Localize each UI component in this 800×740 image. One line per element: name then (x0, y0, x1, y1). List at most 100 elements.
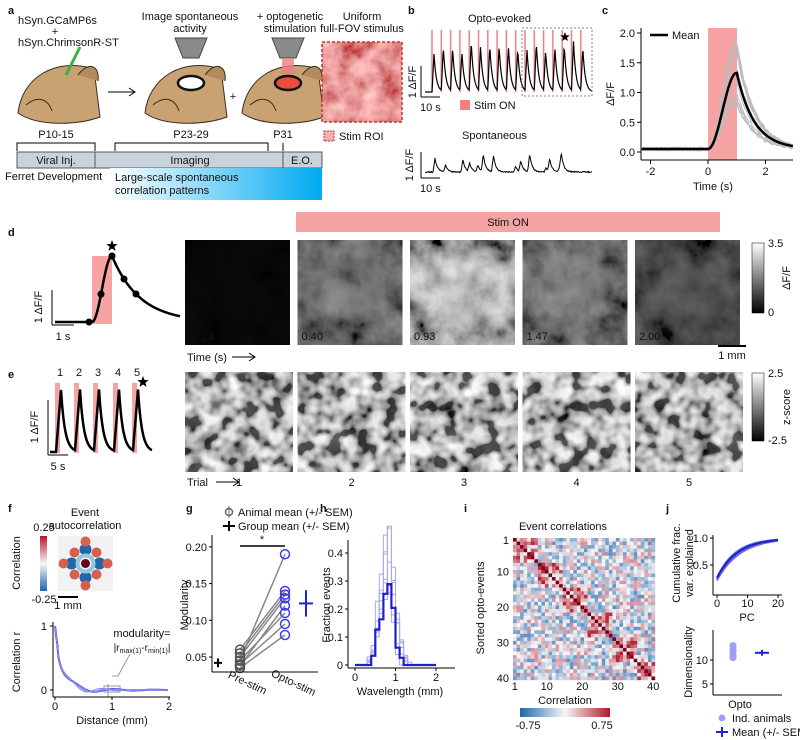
matrix-cell (647, 594, 652, 599)
matrix-cell (608, 648, 613, 652)
matrix-cell (516, 566, 521, 571)
matrix-cell (541, 672, 546, 677)
matrix-cell (605, 672, 610, 677)
matrix-cell (615, 672, 620, 677)
matrix-cell (587, 541, 592, 546)
matrix-cell (605, 587, 610, 592)
matrix-cell (608, 587, 613, 592)
matrix-cell (516, 601, 521, 606)
matrix-cell (544, 573, 549, 578)
matrix-cell (566, 623, 570, 627)
matrix-cell (619, 541, 624, 546)
matrix-cell (537, 601, 542, 606)
matrix-cell (591, 538, 595, 542)
matrix-cell (644, 594, 649, 599)
matrix-cell (591, 545, 595, 549)
matrix-cell (615, 577, 620, 581)
matrix-cell (555, 609, 560, 613)
matrix-cell (651, 665, 656, 670)
matrix-cell (640, 573, 645, 578)
matrix-cell (623, 616, 627, 620)
matrix-cell (626, 676, 631, 681)
matrix-cell (612, 619, 617, 624)
matrix-cell (594, 601, 599, 606)
matrix-cell (584, 577, 588, 581)
matrix-cell (537, 587, 542, 592)
matrix-cell (527, 555, 531, 560)
matrix-cell (591, 630, 595, 635)
matrix-cell (555, 655, 560, 659)
matrix-cell (530, 672, 535, 677)
matrix-cell (555, 584, 560, 588)
matrix-cell (530, 566, 535, 571)
matrix-cell (630, 655, 634, 659)
matrix-cell (630, 619, 634, 624)
matrix-cell (566, 658, 570, 663)
matrix-cell (644, 559, 649, 564)
matrix-cell (523, 623, 528, 627)
matrix-cell (633, 538, 638, 542)
matrix-cell (555, 598, 560, 603)
matrix-cell (548, 559, 553, 564)
matrix-cell (534, 616, 539, 620)
label: Event (71, 507, 99, 519)
matrix-cell (530, 569, 535, 574)
animal-line (239, 553, 286, 661)
matrix-cell (569, 541, 574, 546)
matrix-cell (523, 651, 528, 656)
blob (65, 557, 78, 570)
matrix-cell (573, 591, 578, 595)
label: P10-15 (38, 129, 73, 141)
label: Sorted opto-events (475, 561, 487, 654)
matrix-cell (548, 548, 553, 553)
matrix-cell (555, 637, 560, 642)
matrix-cell (520, 658, 524, 663)
matrix-cell (640, 545, 645, 549)
matrix-cell (637, 619, 641, 624)
matrix-cell (527, 566, 531, 571)
matrix-cell (591, 541, 595, 546)
matrix-cell (623, 609, 627, 613)
matrix-cell (576, 623, 581, 627)
matrix-cell (552, 601, 556, 606)
matrix-cell (552, 591, 556, 595)
matrix-cell (594, 633, 599, 638)
frame-time: 0.93 (414, 331, 435, 343)
matrix-cell (605, 669, 610, 674)
matrix-cell (626, 648, 631, 652)
matrix-cell (587, 665, 592, 670)
matrix-cell (615, 648, 620, 652)
matrix-cell (601, 616, 606, 620)
matrix-cell (573, 658, 578, 663)
matrix-cell (584, 651, 588, 656)
matrix-cell (559, 541, 563, 546)
label: Ferret Development (5, 171, 102, 183)
matrix-cell (527, 609, 531, 613)
matrix-cell (598, 616, 602, 620)
frame-dot (132, 290, 140, 298)
matrix-cell (576, 655, 581, 659)
matrix-cell (598, 626, 602, 631)
matrix-cell (640, 577, 645, 581)
matrix-cell (623, 577, 627, 581)
matrix-cell (637, 552, 641, 556)
matrix-cell (612, 552, 617, 556)
matrix-cell (555, 541, 560, 546)
matrix-cell (630, 538, 634, 542)
matrix-cell (587, 573, 592, 578)
matrix-cell (520, 601, 524, 606)
matrix-cell (601, 640, 606, 645)
matrix-cell (633, 623, 638, 627)
matrix-cell (623, 637, 627, 642)
matrix-cell (615, 552, 620, 556)
matrix-cell (516, 626, 521, 631)
tick-label: 1 (392, 672, 398, 684)
matrix-cell (630, 605, 634, 610)
frame-glow (522, 240, 628, 345)
label: Opto-evoked (468, 13, 531, 25)
formula-part: |r (114, 643, 121, 654)
matrix-cell (523, 559, 528, 564)
matrix-cell (591, 552, 595, 556)
matrix-cell (544, 577, 549, 581)
matrix-cell (644, 580, 649, 585)
